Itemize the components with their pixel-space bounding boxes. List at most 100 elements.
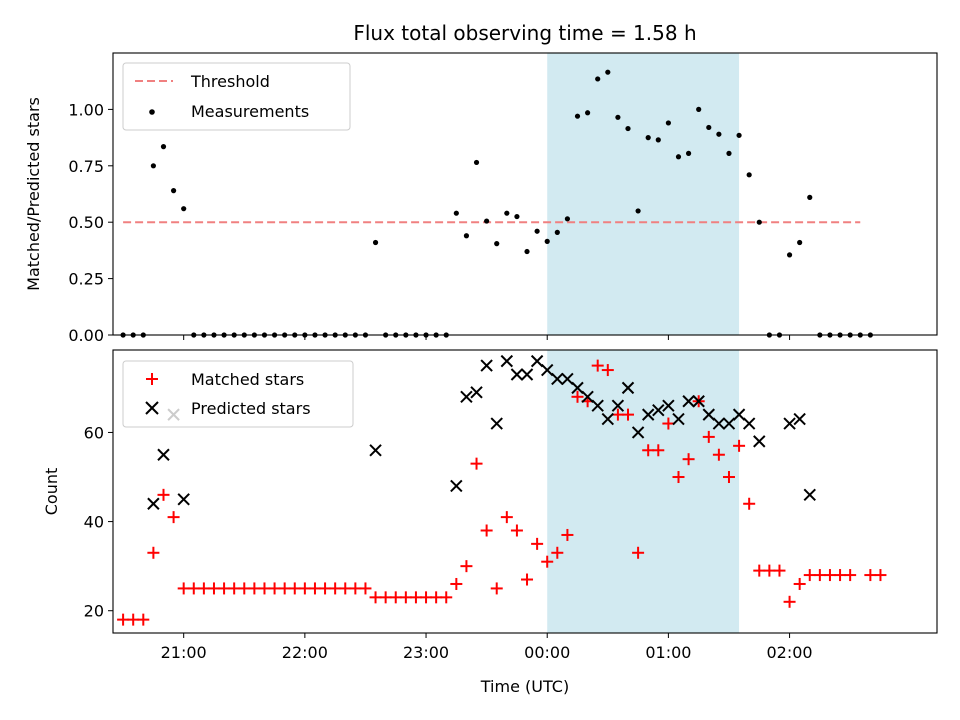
predicted-star-point (470, 386, 483, 399)
ratio-axes-frame (112, 52, 938, 336)
matched-star-point (783, 595, 796, 608)
matched-star-point (591, 359, 604, 372)
x-tick-label: 00:00 (524, 643, 570, 662)
matched-star-point (864, 569, 877, 582)
matched-star-point (763, 564, 776, 577)
predicted-star-point (520, 368, 534, 381)
predicted-star-point (621, 381, 635, 395)
legend-predicted-swatch (145, 401, 159, 415)
matched-star-point (207, 582, 220, 595)
matched-star-point (712, 448, 725, 461)
count-y-axis-label: Count (42, 468, 61, 516)
matched-star-point (369, 591, 382, 604)
matched-star-point (359, 582, 372, 595)
ratio-y-tick-label: 0.00 (68, 326, 104, 345)
predicted-star-point (530, 354, 544, 368)
legend-measurements-swatch (149, 109, 155, 115)
measurement-point (181, 206, 187, 212)
legend-matched-label: Matched stars (191, 370, 304, 389)
measurement-point (655, 137, 661, 143)
matched-star-point (803, 569, 816, 582)
matched-star-point (389, 591, 402, 604)
matched-star-point (450, 577, 463, 590)
matched-star-point (339, 582, 352, 595)
matched-star-point (874, 569, 887, 582)
x-tick-label: 23:00 (403, 643, 449, 662)
measurement-point (160, 144, 167, 150)
predicted-star-point (753, 435, 766, 448)
matched-star-point (248, 582, 261, 595)
predicted-star-point (157, 448, 170, 461)
matched-star-point (601, 364, 614, 377)
matched-star-point (308, 582, 321, 595)
matched-star-point (399, 591, 412, 604)
measurement-point (554, 229, 560, 235)
predicted-star-point (601, 412, 615, 426)
x-tick-label: 02:00 (767, 643, 813, 662)
matched-star-point (187, 582, 200, 595)
measurement-point (494, 241, 500, 247)
measurement-point (645, 135, 651, 141)
predicted-star-point (581, 390, 594, 404)
matched-star-point (813, 569, 826, 582)
measurement-point (534, 228, 540, 234)
x-axis-label: Time (UTC) (480, 677, 569, 696)
predicted-star-point (652, 403, 665, 417)
predicted-star-point (480, 359, 493, 372)
matched-star-point (177, 582, 190, 595)
matched-star-point (117, 613, 130, 626)
measurement-point (514, 213, 520, 220)
matched-star-point (702, 430, 715, 443)
measurement-point (706, 124, 712, 131)
ratio-y-axis-label: Matched/Predicted stars (24, 97, 43, 291)
measurement-point (544, 238, 550, 244)
ratio-legend: Threshold Measurements (122, 62, 351, 131)
matched-star-point (510, 524, 523, 537)
measurement-point (170, 188, 177, 194)
predicted-star-point (490, 417, 503, 430)
count-y-tick-label: 20 (84, 602, 104, 621)
chart-title: Flux total observing time = 1.58 h (353, 21, 696, 45)
matched-star-point (622, 408, 634, 421)
measurement-point (564, 216, 571, 222)
measurement-point (726, 150, 732, 156)
predicted-star-point (742, 417, 756, 430)
ratio-y-tick-label: 0.25 (68, 270, 104, 289)
predicted-star-point (510, 368, 524, 381)
matched-star-point (268, 582, 281, 595)
measurement-point (504, 210, 510, 216)
matched-star-point (288, 582, 301, 595)
measurement-point (716, 131, 722, 137)
count-y-tick-label: 60 (84, 423, 104, 442)
predicted-star-point (641, 408, 655, 421)
matched-star-point (722, 471, 735, 484)
matched-star-point (329, 582, 342, 595)
matched-star-point (490, 582, 503, 595)
measurement-point (463, 233, 470, 239)
measurement-point (473, 159, 480, 166)
predicted-star-point (500, 354, 514, 368)
x-tick-label: 01:00 (645, 643, 691, 662)
measurement-point (665, 120, 671, 126)
measurement-point (524, 248, 530, 255)
x-tick-label: 22:00 (282, 643, 328, 662)
matched-star-point (561, 528, 574, 541)
matched-star-point (157, 488, 170, 501)
matched-star-point (480, 524, 493, 537)
matched-star-point (823, 569, 836, 582)
matched-star-point (571, 390, 584, 403)
predicted-star-point (712, 417, 726, 430)
ratio-y-tick-label: 1.00 (68, 100, 104, 119)
predicted-star-point (803, 488, 816, 502)
measurement-point (615, 114, 621, 120)
measurement-point (756, 219, 762, 225)
matched-star-point (753, 564, 766, 577)
matched-star-point (420, 591, 433, 604)
matched-star-point (218, 582, 231, 595)
matched-star-point (733, 439, 746, 452)
matched-star-point (430, 591, 443, 604)
ratio-panel: 0.00 0.25 0.50 0.75 1.00 Matched/Predicted s… (24, 52, 938, 345)
measurement-point (585, 110, 591, 116)
matched-star-point (409, 591, 422, 604)
